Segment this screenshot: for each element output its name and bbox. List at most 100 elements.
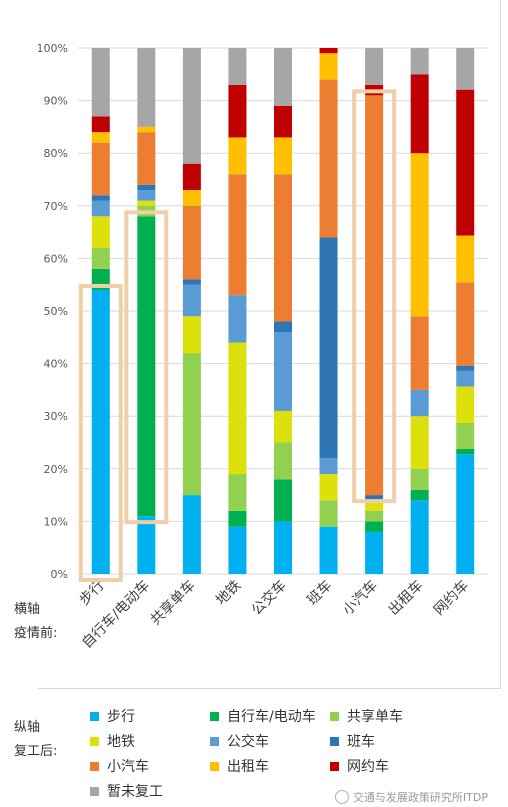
bar-segment: [274, 105, 292, 138]
legend-swatch: [330, 736, 339, 746]
y-axis-title: 纵轴: [14, 720, 41, 735]
bar-segment: [456, 235, 475, 283]
y-tick-label: 60%: [44, 252, 68, 265]
bar-segment: [410, 316, 429, 390]
x-tick-label: 地铁: [213, 578, 244, 609]
y-tick-label: 20%: [44, 463, 68, 476]
bar-segment: [319, 458, 338, 475]
bar-segment: [365, 48, 384, 85]
y-tick-label: 80%: [44, 147, 68, 160]
x-tick-label: 网约车: [430, 577, 472, 619]
bar-segment: [182, 495, 201, 574]
legend-label: 暂未复工: [107, 784, 163, 800]
highlight-box: [124, 210, 169, 525]
bar-segment: [228, 84, 247, 138]
bar-segment: [91, 247, 110, 269]
bar-segment: [91, 216, 110, 248]
bar-segment: [456, 365, 475, 371]
x-axis-title: 横轴: [14, 602, 41, 617]
bar-segment: [410, 48, 429, 75]
bar-segment: [91, 142, 110, 196]
y-tick-label: 30%: [44, 410, 68, 423]
legend-swatch: [210, 761, 219, 771]
bar-segment: [228, 137, 247, 175]
watermark: 交通与发展政策研究所ITDP: [334, 789, 488, 805]
bar-segment: [137, 516, 156, 574]
bar-segment: [319, 474, 338, 501]
bar-segment: [137, 190, 156, 201]
bar-segment: [365, 531, 384, 574]
y-axis-subtitle: 复工后:: [14, 744, 58, 759]
bar-segment: [91, 48, 110, 117]
bar-segment: [410, 500, 429, 574]
bar-segment: [91, 116, 110, 133]
bar-segment: [319, 526, 338, 574]
bar-segment: [319, 53, 338, 80]
legend-item: 暂未复工: [90, 781, 163, 801]
bar-segment: [274, 521, 292, 574]
x-tick-label: 公交车: [248, 577, 290, 619]
y-tick-label: 70%: [44, 200, 68, 213]
bar-segment: [410, 416, 429, 469]
bar-segment: [410, 153, 429, 317]
legend-item: 小汽车: [90, 756, 149, 776]
legend-label: 自行车/电动车: [227, 709, 316, 725]
wechat-icon: [334, 790, 349, 804]
highlight-box: [352, 89, 397, 504]
bar-segment: [365, 500, 384, 511]
legend-item: 自行车/电动车: [210, 706, 316, 726]
bar-segment: [365, 495, 384, 501]
legend-swatch: [90, 736, 99, 746]
bar-segment: [137, 184, 156, 191]
x-tick-label: 共享单车: [147, 577, 199, 629]
legend-item: 班车: [330, 731, 375, 751]
y-tick-label: 40%: [44, 358, 68, 371]
legend-swatch: [90, 786, 99, 796]
bar-segment: [228, 48, 247, 85]
legend-swatch: [90, 711, 99, 721]
bar-segment: [274, 479, 292, 522]
bar-segment: [456, 422, 475, 450]
bar-segment: [91, 200, 110, 217]
y-tick-label: 100%: [38, 42, 68, 55]
x-tick-label: 步行: [76, 578, 107, 609]
x-tick-label: 出租车: [385, 577, 427, 619]
bar-segment: [228, 342, 247, 475]
bar-segment: [456, 386, 475, 423]
bar-segment: [182, 284, 201, 317]
x-tick-label: 班车: [304, 577, 336, 609]
bar-segment: [410, 468, 429, 490]
bar-segment: [137, 216, 156, 517]
bar-segment: [274, 332, 292, 411]
bar-segment: [274, 321, 292, 333]
bar-segment: [274, 442, 292, 480]
bar-segment: [274, 410, 292, 443]
bar-segment: [182, 353, 201, 496]
bar-segment: [228, 526, 247, 574]
legend-item: 共享单车: [330, 706, 403, 726]
legend-label: 共享单车: [347, 709, 403, 725]
bar-segment: [319, 500, 338, 527]
x-tick-label: 小汽车: [339, 577, 381, 619]
bar-segment: [319, 79, 338, 238]
y-tick-label: 50%: [44, 305, 68, 318]
legend-item: 出租车: [210, 756, 269, 776]
bar-segment: [456, 282, 475, 366]
bar-segment: [274, 137, 292, 175]
bar-segment: [228, 295, 247, 343]
legend-item: 地铁: [90, 731, 135, 751]
bar-segment: [456, 449, 475, 455]
bar-segment: [137, 132, 156, 185]
bar-segment: [182, 48, 201, 164]
bar-segment: [274, 174, 292, 322]
bar-segment: [456, 370, 475, 387]
legend-swatch: [330, 761, 339, 771]
bar-segment: [91, 289, 110, 574]
bar-segment: [456, 89, 475, 236]
bar-segment: [182, 205, 201, 280]
bar-segment: [365, 510, 384, 522]
legend-label: 地铁: [107, 734, 135, 750]
legend-label: 班车: [347, 734, 375, 750]
legend-item: 步行: [90, 706, 135, 726]
legend-swatch: [90, 761, 99, 771]
